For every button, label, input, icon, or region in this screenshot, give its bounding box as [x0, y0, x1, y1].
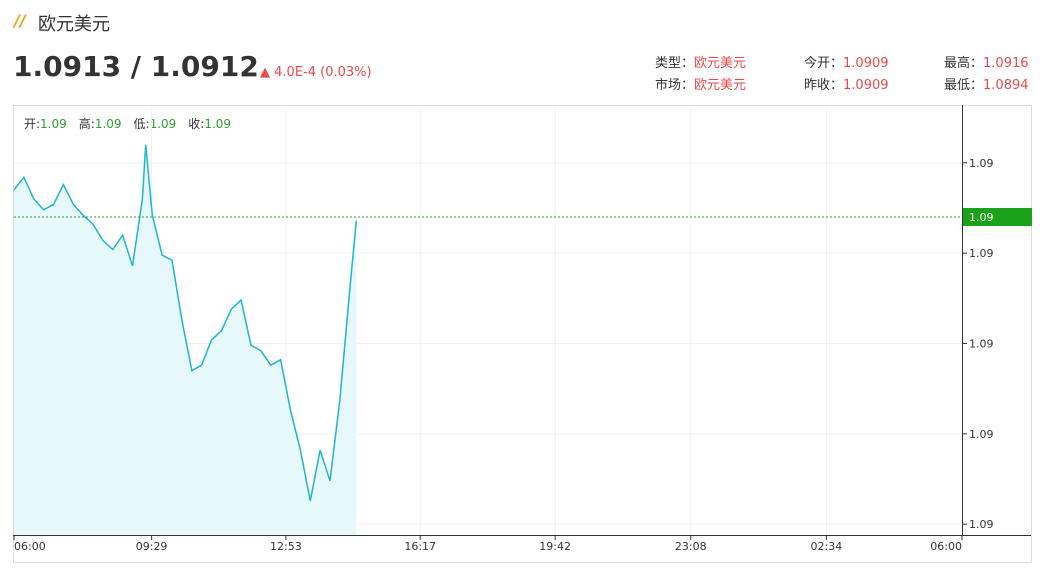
price: 1.0913 / 1.0912: [13, 50, 259, 83]
ohlc-value: 1.09: [204, 117, 232, 131]
info-label: 最低：: [944, 78, 984, 93]
info-value: 1.0916: [983, 56, 1029, 71]
info-value: 1.0894: [983, 78, 1029, 93]
ohlc-label: 低:: [133, 117, 150, 131]
price-line: [13, 144, 358, 501]
x-tick-label: 06:00: [930, 540, 962, 553]
info-item: 最高：1.0916: [944, 52, 1029, 71]
x-tick-label: 23:08: [675, 540, 707, 553]
info-label: 今开：: [804, 56, 844, 71]
x-tick-label: 12:53: [270, 540, 302, 553]
info-item: 今开：1.0909: [804, 52, 889, 71]
info-label: 最高：: [944, 56, 984, 71]
ohlc-label: 收:: [188, 117, 205, 131]
y-tick-label: 1.09: [969, 157, 994, 170]
ohlc: 开:1.09 高:1.09 低:1.09 收:1.09: [24, 115, 243, 132]
info-label: 昨收：: [804, 78, 844, 93]
info-item: 类型：欧元美元: [655, 52, 746, 71]
info-label: 市场：: [655, 78, 695, 93]
ohlc-value: 1.09: [40, 117, 67, 131]
info-item: 昨收：1.0909: [804, 74, 889, 93]
info-value: 1.0909: [843, 78, 889, 93]
change-text: 4.0E-4 (0.03%): [274, 65, 372, 80]
ohlc-value: 1.09: [94, 117, 122, 131]
change: ▲ 4.0E-4 (0.03%): [260, 65, 372, 80]
frame: [13, 105, 1032, 563]
last-price-tag: [963, 208, 1032, 227]
y-tick-label: 1.09: [969, 247, 994, 260]
y-tick-label: 1.09: [969, 518, 994, 531]
last-price-label: 1.09: [969, 211, 994, 224]
ohlc-value: 1.09: [149, 117, 177, 131]
info-value: 1.0909: [843, 56, 889, 71]
info-value: 欧元美元: [694, 78, 747, 93]
logo: //: [14, 11, 26, 30]
x-tick-label: 19:42: [539, 540, 571, 553]
info-value: 欧元美元: [694, 56, 747, 71]
info-item: 市场：欧元美元: [655, 74, 746, 93]
info-label: 类型：: [655, 56, 695, 71]
title: 欧元美元: [38, 14, 110, 35]
x-tick-label: 16:17: [404, 540, 436, 553]
x-tick-label: 06:00: [14, 540, 46, 553]
info-item: 最低：1.0894: [944, 74, 1029, 93]
ohlc-label: 高:: [78, 117, 95, 131]
x-tick-label: 09:29: [136, 540, 168, 553]
y-tick-label: 1.09: [969, 428, 994, 441]
x-tick-label: 02:34: [811, 540, 843, 553]
y-tick-label: 1.09: [969, 337, 994, 350]
ohlc-label: 开:: [24, 117, 41, 131]
